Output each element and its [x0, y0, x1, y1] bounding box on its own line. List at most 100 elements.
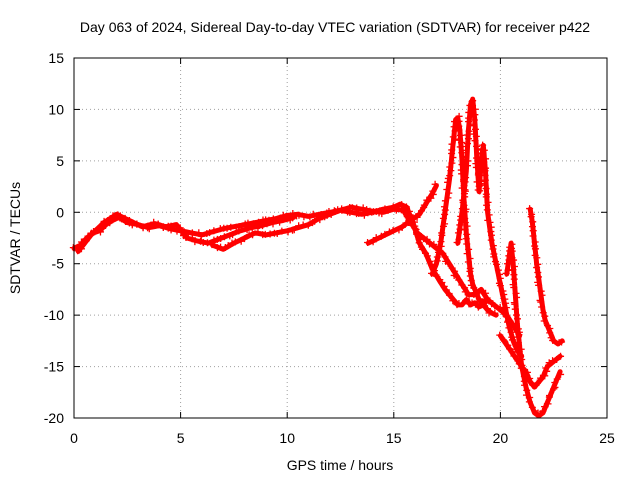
data-point: [97, 222, 105, 230]
data-point: [458, 149, 466, 157]
data-point: [510, 275, 518, 283]
data-point: [496, 282, 504, 290]
data-point: [553, 356, 561, 364]
data-point: [490, 253, 498, 261]
data-point: [536, 296, 544, 304]
y-tick-label: -5: [52, 256, 65, 272]
data-point: [529, 232, 537, 240]
data-point: [510, 283, 518, 291]
data-point: [508, 348, 516, 356]
y-axis-label: SDTVAR / TECUs: [7, 182, 23, 294]
data-point: [249, 231, 257, 239]
x-tick-label: 25: [599, 430, 615, 446]
data-point: [537, 287, 545, 295]
data-point: [276, 218, 284, 226]
data-point: [208, 241, 216, 249]
data-point: [531, 245, 539, 253]
data-point: [541, 372, 549, 380]
data-point: [502, 312, 510, 320]
data-point: [470, 120, 478, 128]
data-point: [411, 224, 419, 232]
data-point: [463, 296, 471, 304]
data-point: [489, 245, 497, 253]
data-point: [177, 228, 185, 236]
data-point: [505, 324, 513, 332]
data-point: [100, 217, 108, 225]
data-point: [441, 253, 449, 261]
data-point: [550, 385, 558, 393]
data-point: [491, 309, 499, 317]
data-point: [460, 182, 468, 190]
x-tick-labels: 0 5 10 15 20 25: [70, 430, 615, 446]
data-point: [182, 234, 190, 242]
data-point: [213, 235, 221, 243]
data-point: [327, 211, 335, 219]
data-point: [527, 213, 535, 221]
data-point: [403, 212, 411, 220]
data-point: [456, 143, 464, 151]
data-point: [463, 222, 471, 230]
data-point: [472, 163, 480, 171]
data-point: [458, 205, 466, 213]
data-point: [444, 259, 452, 267]
data-point: [454, 229, 462, 237]
data-point: [557, 352, 565, 360]
data-point: [544, 400, 552, 408]
data-point: [496, 331, 504, 339]
data-point: [461, 170, 469, 178]
data-point: [150, 218, 158, 226]
data-point: [427, 194, 435, 202]
data-point: [502, 299, 510, 307]
data-series: [69, 96, 566, 419]
data-point: [448, 140, 456, 148]
y-tick-label: -15: [44, 359, 64, 375]
data-point: [476, 297, 484, 305]
data-point: [501, 295, 509, 303]
data-point: [507, 328, 515, 336]
data-point: [423, 252, 431, 260]
data-point: [445, 189, 453, 197]
data-point: [474, 303, 482, 311]
data-point: [496, 270, 504, 278]
data-point: [254, 228, 262, 236]
data-point: [535, 281, 543, 289]
data-point: [463, 240, 471, 248]
data-point: [468, 299, 476, 307]
data-point: [465, 292, 473, 300]
y-tick-label: -10: [44, 307, 64, 323]
data-point: [420, 201, 428, 209]
data-point: [466, 272, 474, 280]
data-point: [430, 240, 438, 248]
data-point: [510, 352, 518, 360]
data-point: [472, 290, 480, 298]
data-point: [84, 234, 92, 242]
series-track-b: [74, 211, 297, 255]
series-track-f: [428, 112, 499, 318]
data-point: [442, 286, 450, 294]
data-point: [501, 306, 509, 314]
data-point: [446, 163, 454, 171]
data-point: [464, 135, 472, 143]
data-point: [363, 206, 371, 214]
data-point: [504, 317, 512, 325]
data-point: [243, 226, 251, 234]
data-point: [309, 210, 317, 218]
y-tick-label: 10: [48, 101, 64, 117]
data-point: [465, 245, 473, 253]
data-point: [465, 108, 473, 116]
data-point: [503, 260, 511, 268]
data-point: [464, 258, 472, 266]
data-point: [482, 295, 490, 303]
data-point: [419, 245, 427, 253]
data-point: [528, 223, 536, 231]
data-point: [300, 213, 308, 221]
data-point: [444, 194, 452, 202]
data-point: [240, 235, 248, 243]
chart-title: Day 063 of 2024, Sidereal Day-to-day VTE…: [80, 19, 590, 35]
data-point: [438, 229, 446, 237]
data-point: [463, 131, 471, 139]
data-point: [537, 374, 545, 382]
data-point: [485, 309, 493, 317]
data-point: [372, 234, 380, 242]
